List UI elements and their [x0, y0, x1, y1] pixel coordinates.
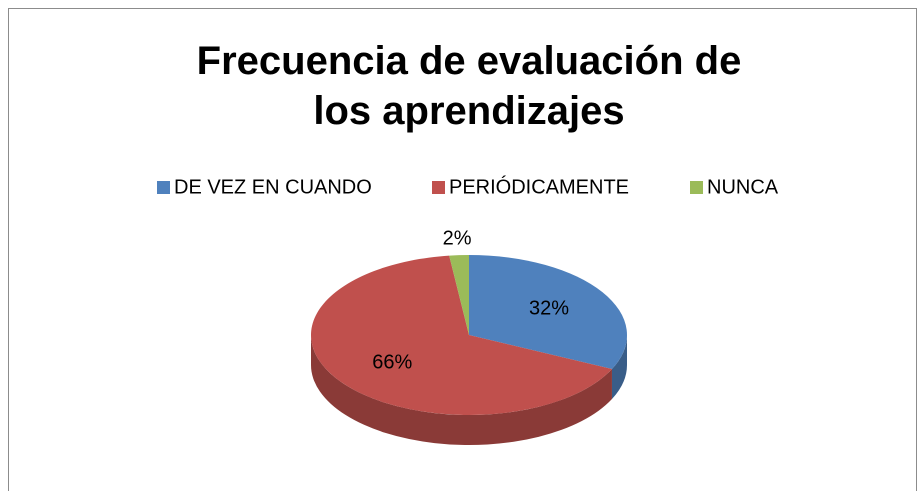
chart-title: Frecuencia de evaluación de los aprendiz… — [196, 39, 742, 133]
legend-swatch — [157, 181, 170, 194]
slice — [449, 255, 469, 335]
data-label: 2% — [443, 227, 472, 249]
slice-top — [310, 255, 612, 415]
legend-swatch — [432, 181, 445, 194]
slice-top — [469, 255, 627, 370]
slice — [469, 255, 627, 400]
slice-side — [311, 335, 612, 445]
slice — [310, 255, 612, 445]
slice-top — [449, 255, 469, 335]
data-label: 32% — [529, 298, 569, 320]
legend-label: DE VEZ EN CUANDO — [174, 176, 372, 198]
data-label: 66% — [372, 351, 412, 373]
legend-swatch — [690, 181, 703, 194]
legend-label: PERIÓDICAMENTE — [449, 175, 629, 198]
slice-side — [611, 335, 627, 400]
legend-label: NUNCA — [707, 176, 779, 198]
